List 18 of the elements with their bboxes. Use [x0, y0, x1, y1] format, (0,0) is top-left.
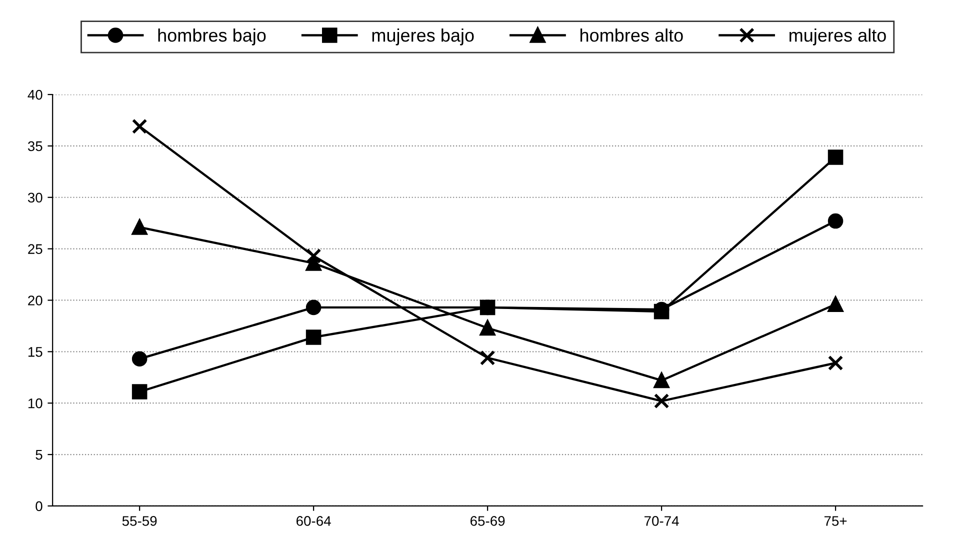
legend-label: mujeres alto: [790, 28, 886, 46]
x-tick-label: 70-74: [644, 516, 679, 526]
y-tick-label: 10: [28, 398, 42, 408]
legend-label: hombres bajo: [158, 28, 266, 46]
legend-label: mujeres bajo: [372, 28, 474, 46]
x-tick-label: 60-64: [296, 516, 331, 526]
x-tick-label: 55-59: [122, 516, 157, 526]
x-tick-label: 65-69: [470, 516, 505, 526]
y-tick-label: 30: [28, 192, 42, 203]
x-tick-label: 75+: [824, 516, 847, 526]
y-tick-label: 0: [36, 501, 42, 512]
y-tick-label: 5: [36, 450, 42, 460]
y-tick-label: 15: [28, 347, 42, 357]
y-tick-label: 25: [28, 244, 42, 254]
y-tick-label: 20: [28, 296, 42, 306]
y-tick-label: 40: [28, 90, 42, 100]
legend-label: hombres alto: [580, 28, 683, 42]
y-tick-label: 35: [28, 141, 42, 152]
